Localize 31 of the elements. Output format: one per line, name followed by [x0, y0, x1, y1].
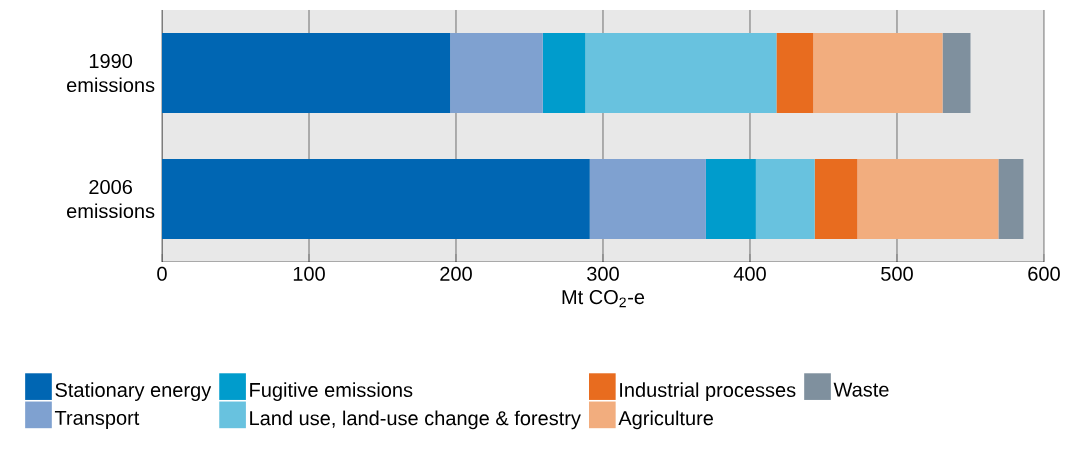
x-tick-label: 200	[440, 266, 472, 281]
legend-label: Industrial processes	[620, 382, 796, 401]
bar	[857, 158, 999, 239]
bar	[585, 33, 777, 113]
bar	[542, 33, 586, 113]
bar	[450, 33, 543, 113]
legend-label: Land use, land-use change & forestry	[250, 410, 581, 430]
bar	[776, 33, 814, 113]
bar	[162, 158, 590, 239]
x-tick-label: 400	[733, 266, 766, 281]
legend-label: Stationary energy	[55, 382, 212, 401]
legend-label: Waste	[833, 382, 889, 397]
bar	[814, 158, 858, 239]
x-tick-label: 300	[587, 266, 619, 281]
bar	[813, 33, 943, 113]
legend-label: Transport	[54, 410, 140, 429]
bar	[755, 158, 815, 239]
x-tick-label: 0	[157, 266, 167, 281]
x-tick-label: 100	[293, 266, 325, 281]
bar	[162, 33, 451, 113]
legend-label: Fugitive emissions	[250, 382, 413, 401]
legend-label: Agriculture	[618, 410, 714, 430]
y-tick-label: 2006 emissions	[67, 179, 155, 219]
x-tick-label: 500	[881, 266, 913, 281]
y-tick-label: 1990 emissions	[67, 53, 155, 93]
x-tick-label: 600	[1028, 266, 1060, 281]
bar	[998, 158, 1024, 239]
x-axis-title: Mt CO$_{2}$-e	[562, 290, 645, 308]
bar	[589, 158, 706, 239]
bar	[942, 33, 971, 113]
bar	[705, 158, 756, 239]
